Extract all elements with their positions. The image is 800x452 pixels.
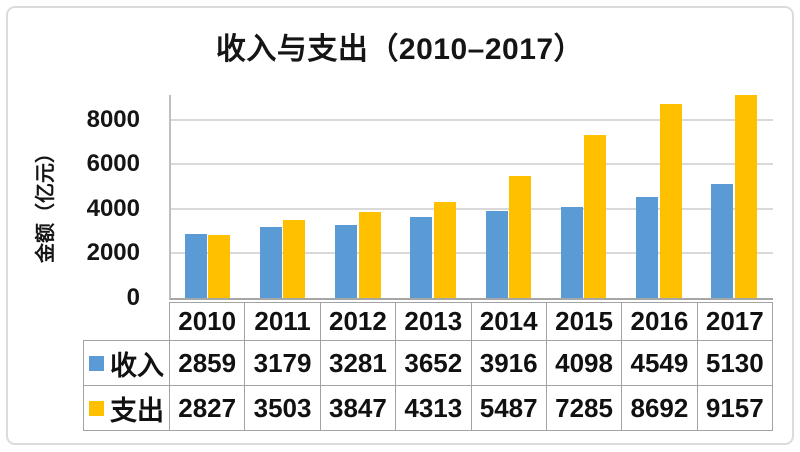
value-cell-expense-2012: 3847 [319, 385, 397, 431]
bar-expense-2010 [208, 235, 230, 298]
h-gridline [171, 252, 773, 255]
table-corner-blank [84, 303, 170, 341]
bar-expense-2016 [659, 104, 682, 298]
y-tick-label: 0 [126, 284, 140, 311]
year-cell-2016: 2016 [621, 302, 698, 341]
value-cell-income-2016: 4549 [621, 340, 698, 386]
legend-cell-expense: 支出 [83, 385, 170, 431]
value-cell-income-2015: 4098 [545, 340, 623, 386]
y-tick-label: 6000 [86, 150, 140, 178]
value-cell-expense-2013: 4313 [395, 385, 472, 431]
bar-expense-2015 [584, 135, 607, 298]
value-cell-income-2010: 2859 [168, 340, 246, 386]
bar-expense-2011 [283, 220, 306, 298]
bar-income-2015 [560, 207, 583, 298]
legend-swatch-expense [89, 400, 104, 416]
bar-income-2014 [485, 211, 508, 298]
bar-income-2012 [335, 225, 357, 298]
bar-income-2017 [711, 184, 734, 298]
year-cell-2017: 2017 [696, 302, 774, 341]
bar-income-2013 [410, 217, 433, 298]
h-gridline [171, 118, 773, 121]
value-cell-income-2013: 3652 [395, 340, 472, 386]
bar-expense-2014 [509, 176, 531, 298]
bar-income-2010 [184, 234, 207, 298]
year-cell-2012: 2012 [319, 302, 397, 341]
plot-area [169, 95, 773, 300]
year-cell-2014: 2014 [470, 302, 547, 341]
legend-swatch-income [89, 355, 104, 371]
value-cell-expense-2011: 3503 [244, 385, 321, 431]
year-cell-2015: 2015 [545, 302, 623, 341]
year-cell-2011: 2011 [244, 302, 321, 341]
y-tick-label: 4000 [86, 194, 140, 222]
value-cell-income-2017: 5130 [696, 340, 774, 386]
y-tick-label: 8000 [86, 105, 140, 133]
chart-title: 收入与支出（2010–2017） [215, 33, 585, 66]
h-gridline [171, 207, 773, 210]
year-cell-2010: 2010 [168, 302, 246, 341]
legend-cell-income: 收入 [83, 340, 170, 386]
value-cell-income-2012: 3281 [319, 340, 397, 386]
value-cell-expense-2017: 9157 [696, 385, 774, 431]
value-cell-expense-2010: 2827 [168, 385, 246, 431]
y-tick-label: 2000 [86, 239, 140, 267]
bar-expense-2017 [734, 95, 757, 298]
value-cell-expense-2015: 7285 [545, 385, 623, 431]
legend-label-income: 收入 [110, 350, 164, 381]
bar-income-2011 [259, 227, 282, 298]
year-cell-2013: 2013 [395, 302, 472, 341]
value-cell-income-2014: 3916 [470, 340, 547, 386]
data-table: 2010 2011 2012 2013 2014 2015 2016 2017 收入 2859 31… [83, 302, 774, 431]
value-cell-expense-2016: 8692 [621, 385, 698, 431]
h-gridline [171, 163, 773, 166]
legend-label-expense: 支出 [110, 395, 164, 426]
bar-income-2016 [636, 197, 658, 298]
bar-expense-2012 [358, 212, 381, 298]
bar-expense-2013 [433, 202, 456, 298]
value-cell-expense-2014: 5487 [470, 385, 547, 431]
value-cell-income-2011: 3179 [244, 340, 321, 386]
